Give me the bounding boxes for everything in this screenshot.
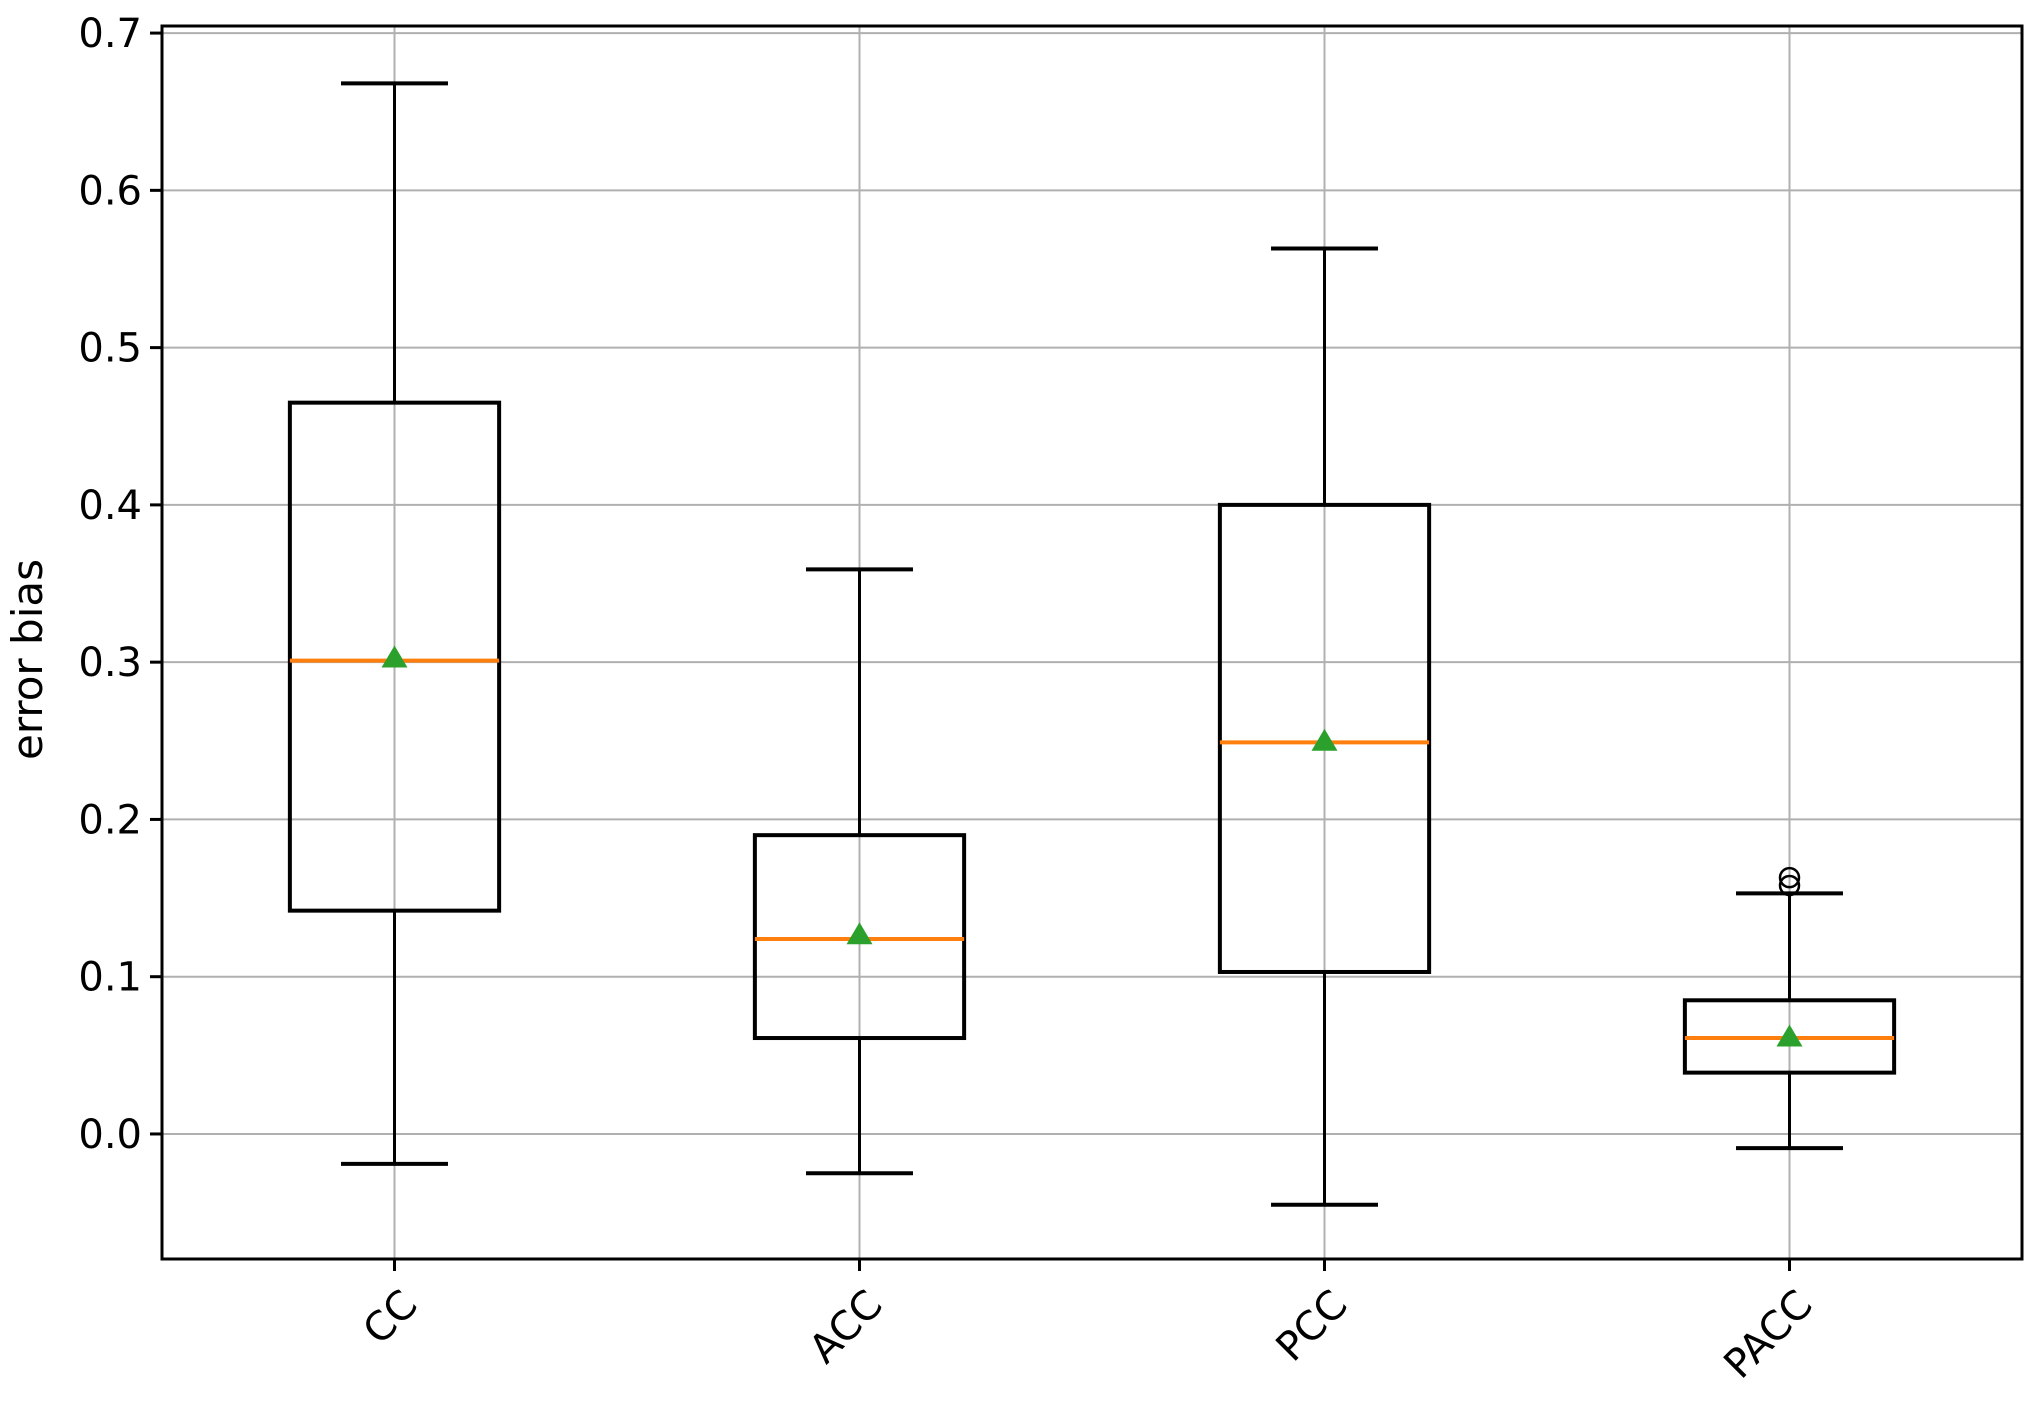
mean-marker-pcc	[1311, 728, 1338, 751]
box-acc	[752, 833, 967, 1041]
y-tick-label: 0.6	[78, 168, 142, 214]
y-tick-label: 0.4	[78, 483, 142, 529]
x-tick-label-pacc: PACC	[1715, 1282, 1821, 1388]
plot-border	[160, 24, 2024, 1261]
x-tick-label-cc: CC	[355, 1282, 427, 1354]
y-tick-label: 0.7	[78, 11, 142, 57]
outlier-point-pacc	[1778, 866, 1801, 889]
box-cc	[287, 400, 502, 913]
mean-marker-acc	[846, 922, 873, 945]
y-tick-label: 0.1	[78, 955, 142, 1001]
x-tick-label-acc: ACC	[801, 1282, 892, 1373]
y-tick-label: 0.2	[78, 797, 142, 843]
plot-area	[162, 26, 2022, 1259]
mean-marker-pacc	[1776, 1024, 1803, 1047]
y-tick-label: 0.3	[78, 640, 142, 686]
mean-marker-cc	[381, 645, 408, 668]
y-axis-label: error bias	[3, 559, 52, 760]
y-tick-label: 0.5	[78, 326, 142, 372]
box-pcc	[1217, 502, 1432, 974]
outlier-point-pacc	[1778, 874, 1801, 897]
y-tick-label: 0.0	[78, 1112, 142, 1158]
x-tick-label-pcc: PCC	[1267, 1282, 1356, 1371]
